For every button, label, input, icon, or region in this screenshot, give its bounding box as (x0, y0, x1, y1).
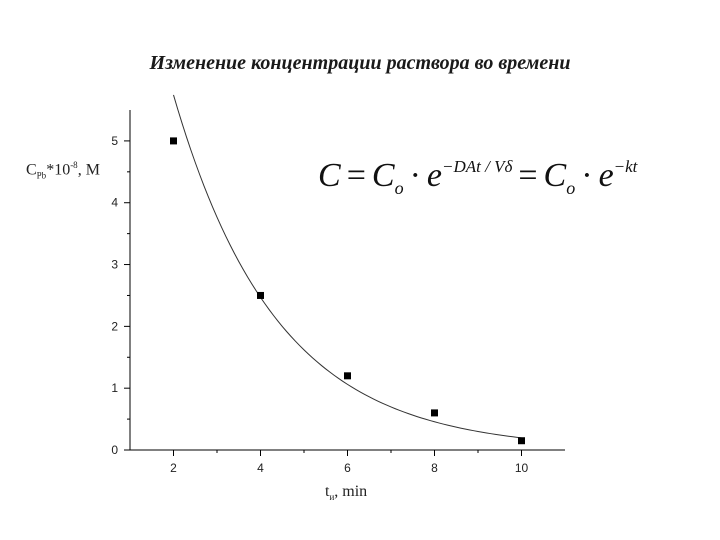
y-axis-label: CPb*10-8, M (26, 160, 100, 181)
y-tick-label: 3 (111, 258, 118, 272)
y-tick-label: 0 (111, 443, 118, 457)
x-tick-label: 8 (431, 461, 438, 475)
y-tick-label: 4 (111, 196, 118, 210)
data-point (170, 137, 177, 145)
y-tick-label: 5 (111, 134, 118, 148)
chart-title: Изменение концентрации раствора во време… (149, 52, 571, 74)
y-tick-label: 2 (111, 319, 118, 333)
data-point (431, 409, 438, 417)
data-point (344, 372, 351, 380)
x-tick-label: 6 (344, 461, 351, 475)
x-axis-label: tи, min (325, 483, 368, 503)
x-tick-label: 2 (170, 461, 177, 475)
x-tick-label: 4 (257, 461, 264, 475)
x-tick-label: 10 (515, 461, 529, 475)
fit-curve (173, 94, 522, 439)
y-tick-label: 1 (111, 381, 118, 395)
decay-formula: C = Co · e−DAt / Vδ = Co · e−kt (318, 157, 638, 198)
data-point (518, 437, 525, 445)
data-point (257, 291, 264, 299)
